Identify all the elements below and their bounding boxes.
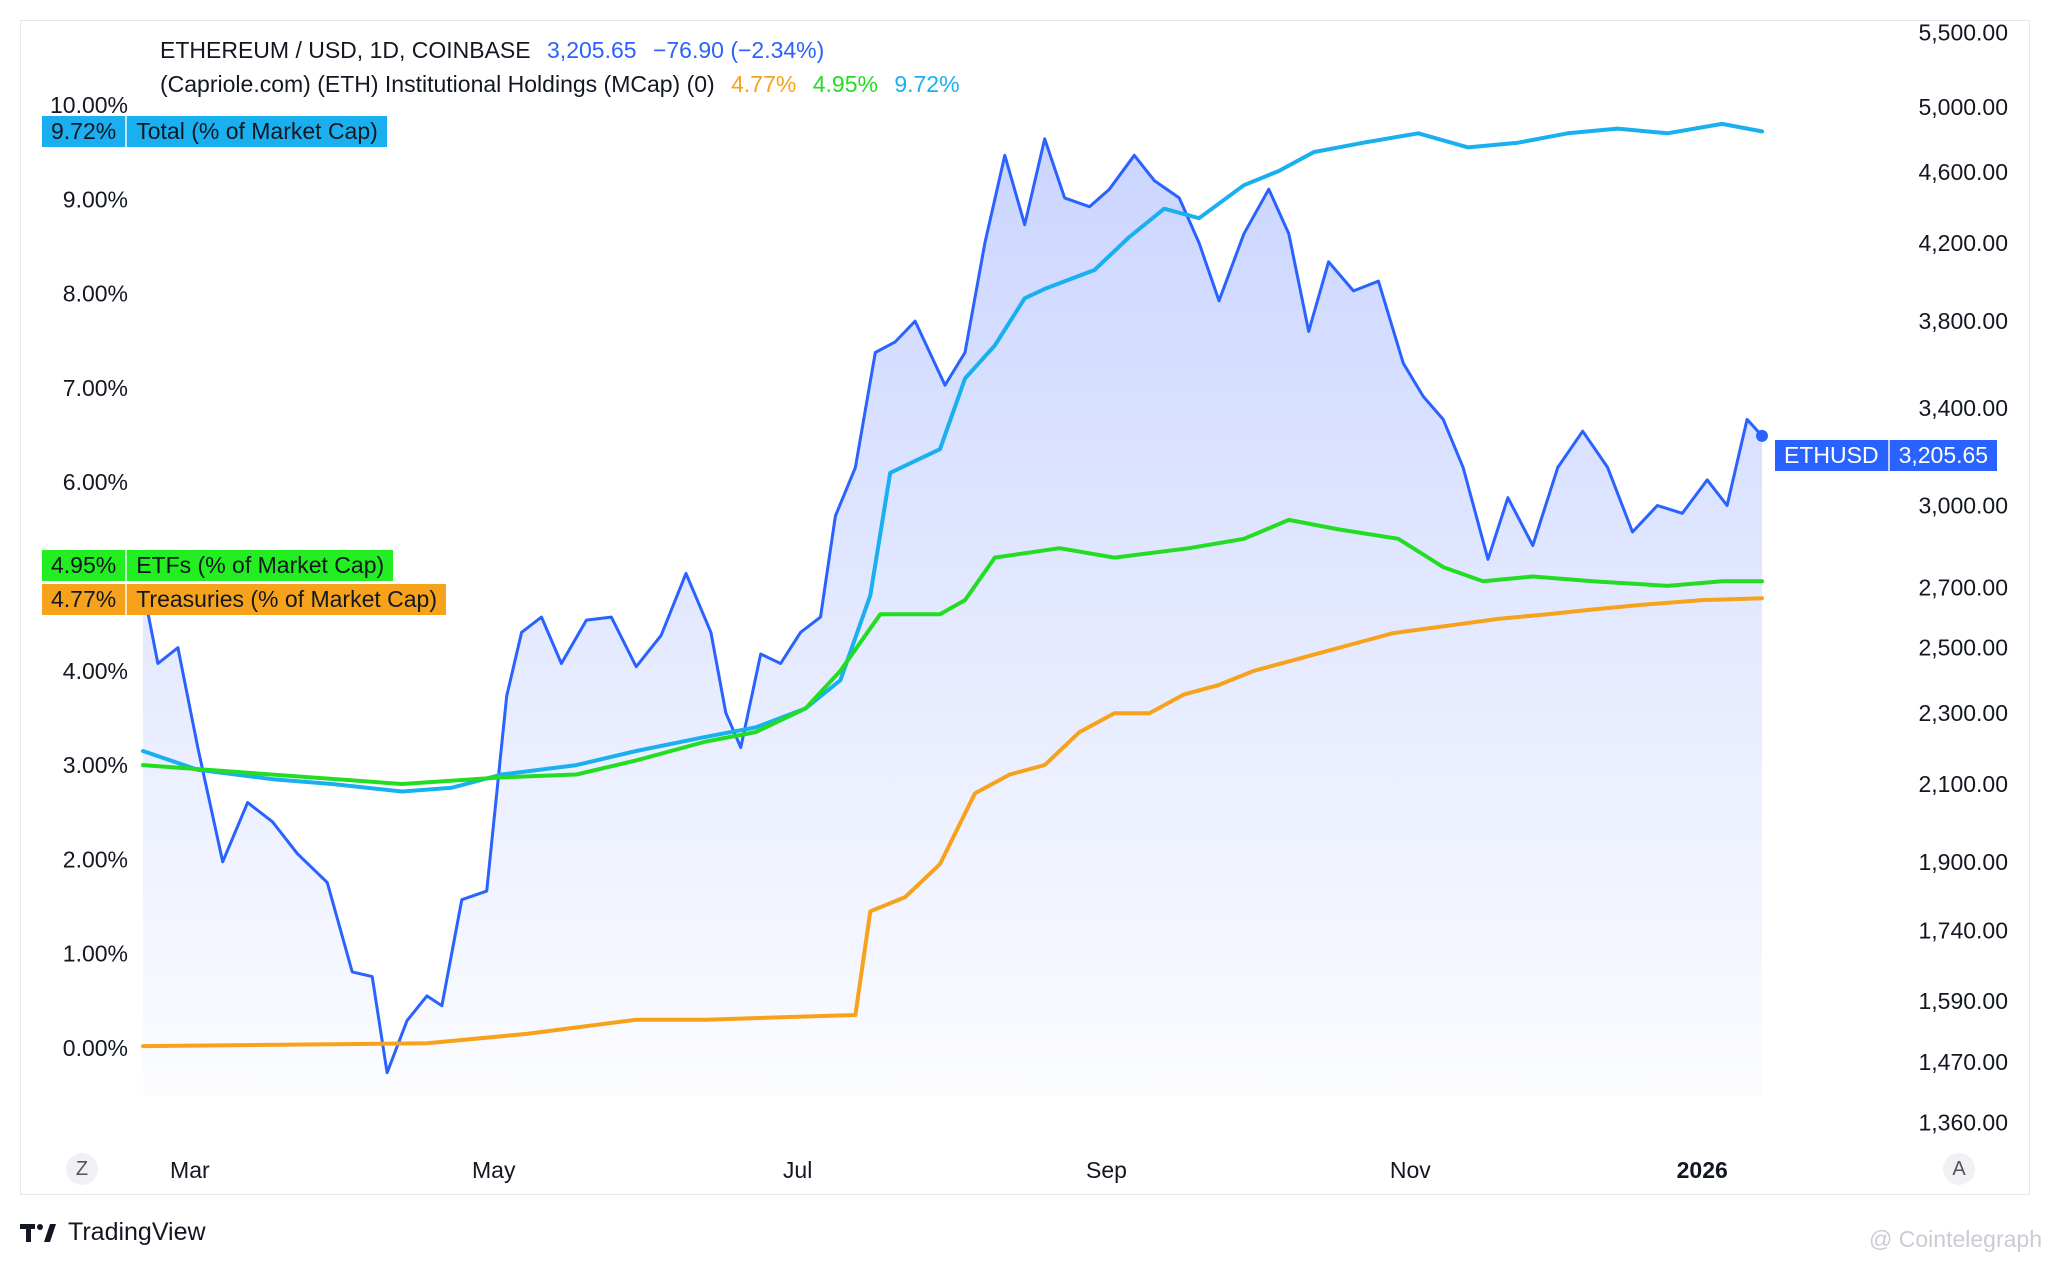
left-axis-tick-label: 3.00% [63, 752, 128, 778]
x-axis-tick-label: Jul [783, 1157, 812, 1183]
watermark: @ Cointelegraph [1869, 1226, 2042, 1252]
symbol-label: ETHEREUM / USD, 1D, COINBASE [160, 37, 531, 63]
x-axis-tick-label: Sep [1086, 1157, 1127, 1183]
price-tag-label: ETHUSD [1784, 442, 1879, 468]
left-axis-tick-label: 1.00% [63, 941, 128, 967]
series-line-etfs-of-market-cap [141, 517, 1764, 786]
right-axis-tick-label: 2,300.00 [1918, 700, 2008, 726]
indicator-legend: (Capriole.com) (ETH) Institutional Holdi… [160, 71, 970, 98]
price-value: 3,205.65 [547, 37, 637, 63]
right-axis-tick-label: 5,500.00 [1918, 20, 2008, 46]
right-axis-tick-label: 5,000.00 [1918, 94, 2008, 120]
indicator-value-total: 9.72% [894, 71, 960, 97]
total-tag: 9.72% Total (% of Market Cap) [42, 116, 387, 147]
left-axis-tick-label: 8.00% [63, 281, 128, 307]
total-tag-value: 9.72% [51, 118, 117, 144]
treasuries-tag: 4.77% Treasuries (% of Market Cap) [42, 584, 447, 615]
left-axis-tick-label: 4.00% [63, 658, 128, 684]
right-axis-tick-label: 1,360.00 [1918, 1110, 2008, 1136]
right-axis-tick-label: 4,200.00 [1918, 230, 2008, 256]
etfs-tag-label: ETFs (% of Market Cap) [125, 550, 393, 581]
tradingview-logo-icon [20, 1223, 56, 1242]
left-axis-tick-label: 6.00% [63, 469, 128, 495]
indicator-name: (Capriole.com) (ETH) Institutional Holdi… [160, 71, 715, 97]
total-tag-label: Total (% of Market Cap) [125, 116, 387, 147]
auto-scale-button[interactable]: A [1943, 1153, 1975, 1185]
right-axis-tick-label: 2,700.00 [1918, 575, 2008, 601]
right-axis-tick-label: 1,900.00 [1918, 849, 2008, 875]
x-axis-tick-label: Nov [1390, 1157, 1431, 1183]
right-axis-tick-label: 3,000.00 [1918, 493, 2008, 519]
price-tag: ETHUSD 3,205.65 [1775, 440, 1998, 471]
left-axis-tick-label: 9.00% [63, 186, 128, 212]
etfs-tag-value: 4.95% [51, 552, 117, 578]
left-axis-tick-label: 2.00% [63, 846, 128, 872]
right-axis-tick-label: 2,100.00 [1918, 771, 2008, 797]
price-legend: ETHEREUM / USD, 1D, COINBASE 3,205.65 −7… [160, 37, 834, 64]
left-axis-tick-label: 0.00% [63, 1035, 128, 1061]
treasuries-tag-label: Treasuries (% of Market Cap) [125, 584, 446, 615]
left-axis-tick-label: 7.00% [63, 375, 128, 401]
tradingview-logo-text: TradingView [68, 1218, 206, 1246]
x-axis-tick-label: Mar [170, 1157, 210, 1183]
price-tag-value: 3,205.65 [1887, 440, 1998, 471]
right-axis-tick-label: 4,600.00 [1918, 159, 2008, 185]
right-axis-tick-label: 1,470.00 [1918, 1049, 2008, 1075]
series-line-ethereum-usd [141, 137, 1764, 1075]
price-last-point [1756, 429, 1768, 442]
price-area-fill [143, 138, 1762, 1096]
right-axis-tick-label: 1,590.00 [1918, 988, 2008, 1014]
tradingview-logo[interactable]: TradingView [20, 1218, 206, 1247]
price-change: −76.90 (−2.34%) [652, 37, 825, 63]
indicator-value-treasuries: 4.77% [731, 71, 797, 97]
x-axis-tick-label: 2026 [1677, 1157, 1728, 1183]
right-axis-tick-label: 2,500.00 [1918, 635, 2008, 661]
log-scale-button[interactable]: Z [66, 1153, 98, 1185]
treasuries-tag-value: 4.77% [51, 586, 117, 612]
right-axis-tick-label: 1,740.00 [1918, 917, 2008, 943]
right-axis-tick-label: 3,400.00 [1918, 395, 2008, 421]
right-axis-tick-label: 3,800.00 [1918, 308, 2008, 334]
x-axis-tick-label: May [472, 1157, 516, 1183]
series-line-treasuries-of-market-cap [141, 596, 1764, 1049]
indicator-value-etfs: 4.95% [812, 71, 878, 97]
etfs-tag: 4.95% ETFs (% of Market Cap) [42, 550, 394, 581]
left-axis-tick-label: 10.00% [50, 92, 128, 118]
